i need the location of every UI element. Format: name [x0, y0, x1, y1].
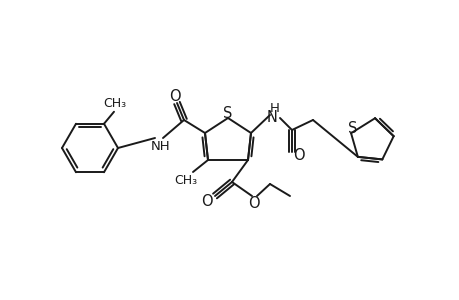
Text: O: O: [248, 196, 259, 211]
Text: S: S: [223, 106, 232, 121]
Text: CH₃: CH₃: [103, 97, 126, 110]
Text: S: S: [347, 121, 357, 136]
Text: O: O: [292, 148, 304, 163]
Text: O: O: [201, 194, 213, 208]
Text: O: O: [169, 88, 180, 104]
Text: H: H: [269, 101, 280, 115]
Text: NH: NH: [151, 140, 170, 152]
Text: N: N: [266, 110, 277, 124]
Text: CH₃: CH₃: [174, 173, 197, 187]
